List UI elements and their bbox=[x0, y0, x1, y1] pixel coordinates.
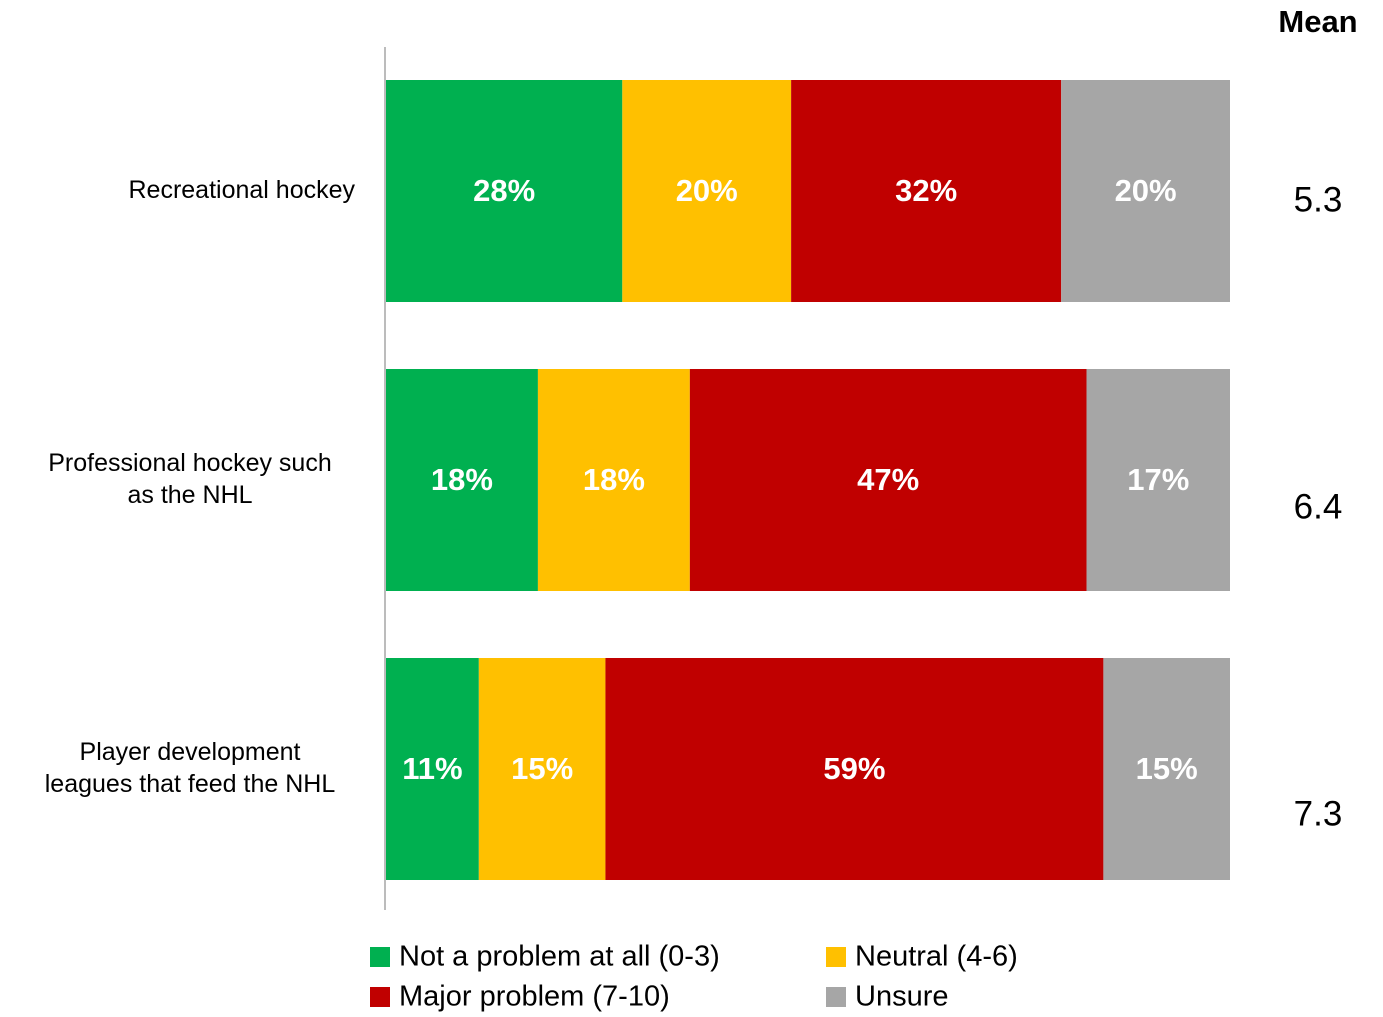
mean-value: 5.3 bbox=[1294, 180, 1343, 219]
value-label: 18% bbox=[431, 462, 493, 497]
bar-segment bbox=[537, 369, 690, 591]
value-label: 28% bbox=[473, 173, 535, 208]
mean-header: Mean bbox=[1278, 4, 1357, 39]
bar-segment bbox=[386, 80, 623, 302]
value-label: 20% bbox=[676, 173, 738, 208]
value-label: 15% bbox=[511, 751, 573, 786]
legend-swatch bbox=[826, 947, 846, 967]
value-label: 32% bbox=[895, 173, 957, 208]
bar-segment bbox=[386, 369, 538, 591]
legend-label: Not a problem at all (0-3) bbox=[399, 941, 720, 973]
bar-segment bbox=[622, 80, 792, 302]
bar-segment bbox=[478, 658, 606, 880]
bar-segment bbox=[1061, 80, 1230, 302]
value-label: 17% bbox=[1127, 462, 1189, 497]
category-label: Player development leagues that feed the … bbox=[45, 738, 336, 798]
bar-segment bbox=[791, 80, 1062, 302]
legend-swatch bbox=[370, 947, 390, 967]
legend-label: Unsure bbox=[855, 981, 949, 1013]
bar-segment bbox=[605, 658, 1104, 880]
legend-swatch bbox=[826, 987, 846, 1007]
legend-label: Neutral (4-6) bbox=[855, 941, 1018, 973]
value-label: 11% bbox=[402, 751, 462, 786]
category-label: Professional hockey such as the NHL bbox=[48, 449, 331, 509]
category-label: Recreational hockey bbox=[128, 176, 355, 204]
mean-value: 6.4 bbox=[1294, 487, 1343, 526]
bar-segment bbox=[386, 658, 479, 880]
value-label: 18% bbox=[583, 462, 645, 497]
bar-segment bbox=[1103, 658, 1230, 880]
legend-label: Major problem (7-10) bbox=[399, 981, 670, 1013]
value-label: 20% bbox=[1115, 173, 1177, 208]
value-label: 47% bbox=[857, 462, 919, 497]
bar-segment bbox=[1086, 369, 1230, 591]
value-label: 59% bbox=[823, 751, 885, 786]
legend-swatch bbox=[370, 987, 390, 1007]
mean-value: 7.3 bbox=[1294, 794, 1343, 833]
value-label: 15% bbox=[1136, 751, 1198, 786]
bar-segment bbox=[689, 369, 1087, 591]
